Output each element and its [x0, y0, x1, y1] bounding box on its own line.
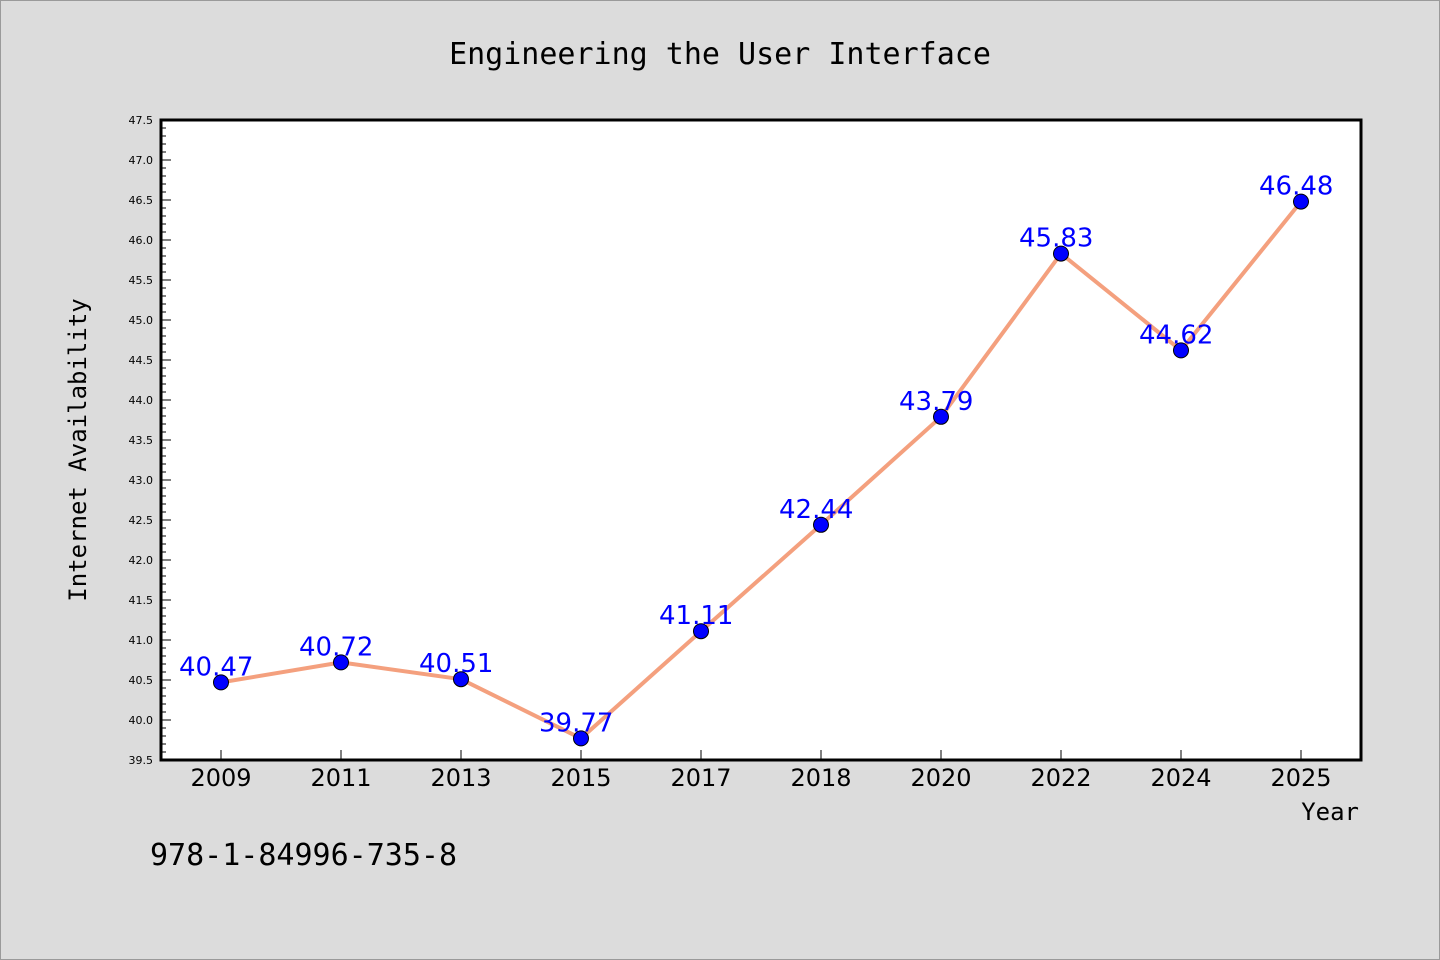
x-tick-label: 2025: [1270, 764, 1331, 792]
x-tick-label: 2018: [790, 764, 851, 792]
y-tick-label: 45.5: [129, 274, 154, 287]
data-point: [333, 654, 349, 671]
y-tick-label: 39.5: [129, 754, 154, 767]
series-line: [219, 199, 1303, 741]
data-point: [933, 408, 949, 425]
x-tick-label: 2015: [550, 764, 611, 792]
data-label: 44.62: [1139, 320, 1213, 350]
x-tick-label: 2017: [670, 764, 731, 792]
y-tick-label: 44.5: [129, 354, 154, 367]
x-tick-label: 2020: [910, 764, 971, 792]
y-tick-label: 42.5: [129, 514, 154, 527]
y-tick-label: 43.0: [129, 474, 154, 487]
data-label: 40.51: [419, 649, 493, 679]
y-tick-label: 44.0: [129, 394, 154, 407]
y-tick-label: 41.0: [129, 634, 154, 647]
data-point: [453, 671, 469, 688]
data-point: [693, 623, 709, 640]
y-tick-label: 43.5: [129, 434, 154, 447]
x-axis: 2009 2011 2013 2015 2017 2018 2020 2022 2024 2025: [190, 750, 1332, 792]
y-tick-label: 47.0: [129, 154, 154, 167]
y-tick-label: 42.0: [129, 554, 154, 567]
data-label: 40.72: [299, 632, 373, 662]
chart-title: Engineering the User Interface: [449, 37, 991, 72]
data-label: 39.77: [539, 708, 613, 738]
y-tick-label: 45.0: [129, 314, 154, 327]
x-tick-label: 2013: [430, 764, 491, 792]
data-label: 46.48: [1259, 172, 1333, 202]
data-point: [573, 730, 589, 747]
y-axis-label: Internet Availability: [64, 298, 92, 601]
data-label: 45.83: [1019, 224, 1093, 254]
data-point: [1053, 245, 1069, 262]
x-tick-label: 2022: [1030, 764, 1091, 792]
isbn-text: 978-1-84996-735-8: [150, 838, 457, 873]
y-tick-label: 46.0: [129, 234, 154, 247]
x-tick-label: 2011: [310, 764, 371, 792]
y-tick-label: 41.5: [129, 594, 154, 607]
data-point: [1173, 342, 1189, 359]
data-point: [813, 516, 829, 533]
data-label: 43.79: [899, 387, 973, 417]
x-tick-label: 2024: [1150, 764, 1211, 792]
data-label: 40.47: [179, 652, 253, 682]
y-tick-label: 40.0: [129, 714, 154, 727]
data-point: [213, 674, 229, 691]
data-label: 41.11: [659, 601, 733, 631]
y-tick-label: 46.5: [129, 194, 154, 207]
plot-area: [159, 118, 1363, 762]
y-axis: 39.5 40.0 40.5 41.0 41.5 42.0 42.5 43.0 43.5 44.0…: [129, 114, 171, 767]
x-tick-label: 2009: [190, 764, 251, 792]
x-axis-label: Year: [1301, 798, 1359, 826]
data-point: [1293, 193, 1309, 210]
y-tick-label: 40.5: [129, 674, 154, 687]
y-tick-label: 47.5: [129, 114, 154, 127]
series: 40.47 40.72 40.51 39.77 41.11 42.44 43.79 45.83…: [179, 172, 1333, 747]
data-label: 42.44: [779, 495, 853, 525]
